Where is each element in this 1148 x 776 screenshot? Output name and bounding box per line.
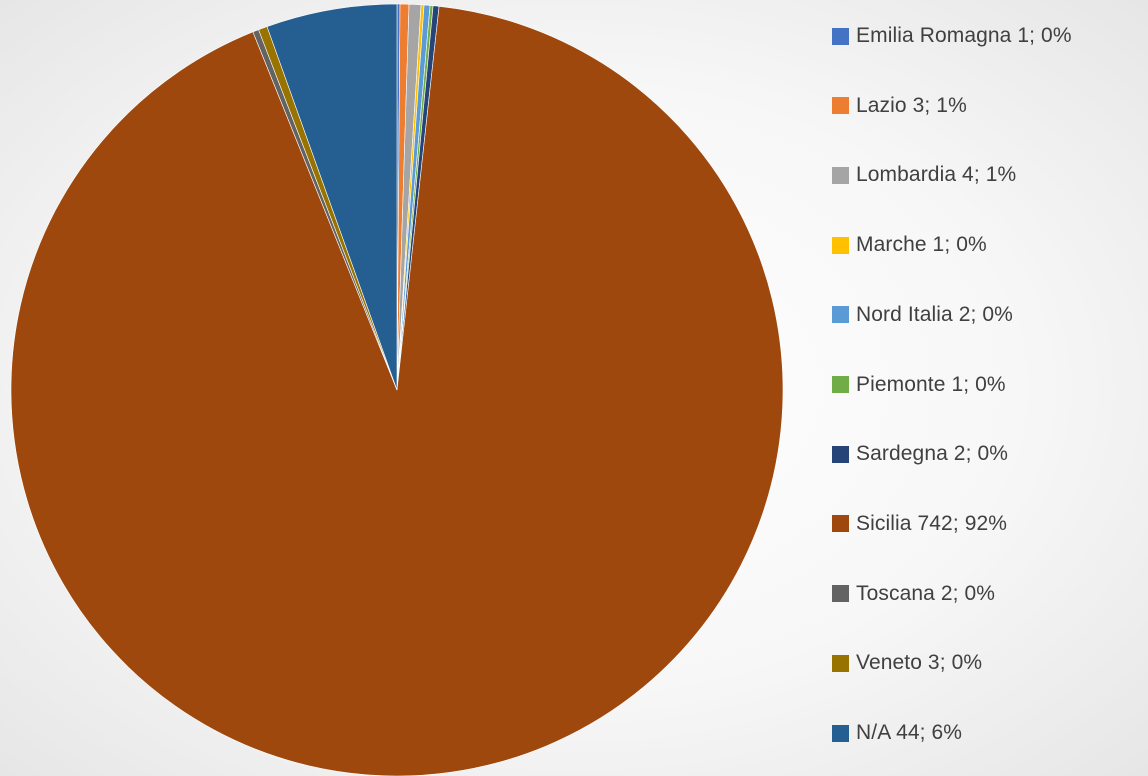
legend-label: Nord Italia 2; 0%: [856, 302, 1013, 326]
legend-label: Toscana 2; 0%: [856, 581, 996, 605]
legend-label: Sardegna 2; 0%: [856, 442, 1009, 466]
pie-chart: [10, 3, 784, 776]
legend-item-piemonte: Piemonte 1; 0%: [832, 369, 1006, 401]
legend-swatch: [832, 376, 849, 393]
legend-swatch: [832, 97, 849, 115]
legend-item-toscana: Toscana 2; 0%: [832, 578, 995, 610]
legend-swatch: [832, 724, 849, 742]
pie-slices: [10, 3, 784, 776]
legend-label: Piemonte 1; 0%: [856, 372, 1006, 396]
legend-item-emilia-romagna: Emilia Romagna 1; 0%: [832, 20, 1072, 52]
legend-swatch: [832, 585, 849, 603]
legend-label: Lazio 3; 1%: [856, 93, 967, 117]
legend-item-lazio: Lazio 3; 1%: [832, 90, 967, 122]
legend-item-marche: Marche 1; 0%: [832, 229, 987, 261]
legend-label: Veneto 3; 0%: [856, 651, 983, 675]
legend-item-lombardia: Lombardia 4; 1%: [832, 159, 1016, 191]
legend-swatch: [832, 236, 849, 254]
pie-slice-sicilia: [10, 5, 784, 776]
legend-item-sicilia: Sicilia 742; 92%: [832, 508, 1007, 540]
legend-swatch: [832, 515, 849, 533]
legend-label: Sicilia 742; 92%: [856, 511, 1008, 535]
legend-label: Emilia Romagna 1; 0%: [856, 24, 1072, 47]
legend-swatch: [832, 306, 849, 324]
legend-label: Marche 1; 0%: [856, 233, 987, 257]
legend-swatch: [832, 27, 849, 45]
legend-item-n-a: N/A 44; 6%: [832, 717, 962, 749]
legend-label: N/A 44; 6%: [856, 721, 963, 744]
chart-legend: Emilia Romagna 1; 0% Lazio 3; 1% Lombardia…: [832, 0, 1148, 776]
legend-item-nord-italia: Nord Italia 2; 0%: [832, 299, 1013, 331]
pie-slice-n-a: [266, 3, 398, 391]
legend-swatch: [832, 445, 849, 463]
legend-label: Lombardia 4; 1%: [856, 163, 1017, 187]
legend-swatch: [832, 166, 849, 184]
legend-item-veneto: Veneto 3; 0%: [832, 647, 982, 679]
legend-item-sardegna: Sardegna 2; 0%: [832, 438, 1008, 470]
legend-swatch: [832, 654, 849, 672]
